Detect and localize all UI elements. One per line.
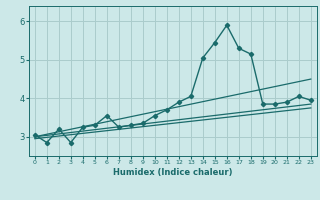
- X-axis label: Humidex (Indice chaleur): Humidex (Indice chaleur): [113, 168, 233, 177]
